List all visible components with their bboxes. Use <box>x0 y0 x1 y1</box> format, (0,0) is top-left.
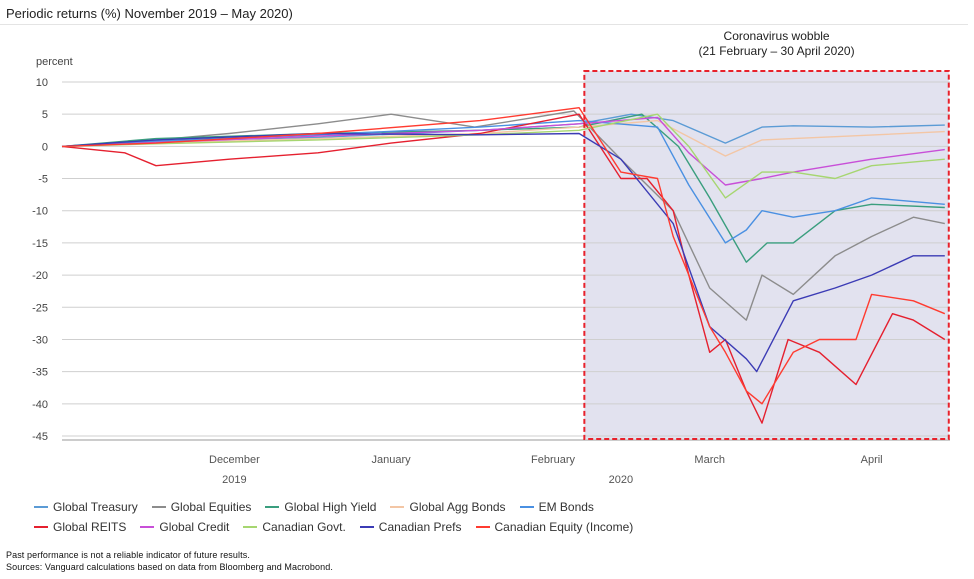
y-tick-label: -5 <box>38 174 48 186</box>
legend-item: Canadian Govt. <box>243 520 346 534</box>
legend-label: Global Credit <box>159 520 230 534</box>
legend-swatch <box>390 506 405 508</box>
legend-row: Global REITS Global Credit Canadian Govt. C… <box>34 517 774 537</box>
legend-swatch <box>265 506 280 508</box>
y-tick-label: -20 <box>32 270 48 282</box>
legend-swatch <box>34 506 48 508</box>
x-tick-label: April <box>861 454 883 466</box>
chart-legend: Global Treasury Global Equities Global Hig… <box>34 497 774 537</box>
series-line <box>61 107 946 405</box>
legend-label: Global Equities <box>170 500 252 514</box>
legend-item: EM Bonds <box>519 500 594 514</box>
y-tick-label: -40 <box>32 399 48 411</box>
y-tick-label: -45 <box>32 431 48 443</box>
legend-label: Global Agg Bonds <box>409 500 506 514</box>
legend-item: Global Treasury <box>34 500 138 514</box>
legend-label: Global High Yield <box>284 500 377 514</box>
series-line <box>61 113 946 424</box>
legend-label: Global REITS <box>53 520 127 534</box>
legend-label: Canadian Govt. <box>262 520 346 534</box>
y-tick-label: -30 <box>32 334 48 346</box>
series-line <box>61 116 945 186</box>
annotation-border <box>583 70 950 440</box>
x-tick-label: February <box>531 454 576 466</box>
legend-item: Global Agg Bonds <box>390 500 506 514</box>
legend-swatch <box>151 506 166 508</box>
legend-swatch <box>34 526 48 528</box>
y-tick-label: 0 <box>42 141 48 153</box>
x-tick-label: January <box>372 454 412 466</box>
legend-label: Canadian Equity (Income) <box>494 520 634 534</box>
legend-label: EM Bonds <box>538 500 594 514</box>
y-tick-label: -25 <box>32 302 48 314</box>
legend-item: Canadian Prefs <box>359 520 462 534</box>
legend-item: Global Equities <box>151 500 252 514</box>
series-line <box>61 113 945 199</box>
legend-swatch <box>519 506 534 508</box>
legend-swatch <box>243 526 258 528</box>
x-tick-label: December <box>209 454 260 466</box>
legend-item: Global REITS <box>34 520 126 534</box>
legend-swatch <box>140 526 155 528</box>
legend-item: Global Credit <box>140 520 229 534</box>
y-tick-label: 10 <box>36 77 48 89</box>
y-axis-label: percent <box>36 56 73 68</box>
x-year-label: 2019 <box>222 474 246 486</box>
legend-swatch <box>475 526 490 528</box>
chart-title: Periodic returns (%) November 2019 – May… <box>6 6 293 21</box>
annotation-shade <box>584 71 949 439</box>
annotation-title: Coronavirus wobble <box>724 29 830 43</box>
line-chart: 10 5 0 -5 -10 -15 -20 -25 -30 -35 -40 -45 percent Dec… <box>32 29 950 486</box>
legend-item: Canadian Equity (Income) <box>475 520 634 534</box>
y-tick-label: -35 <box>32 367 48 379</box>
legend-label: Canadian Prefs <box>378 520 462 534</box>
y-tick-label: 5 <box>42 109 48 121</box>
sources-footnote: Sources: Vanguard calculations based on … <box>6 562 333 572</box>
y-tick-label: -15 <box>32 238 48 250</box>
legend-swatch <box>359 526 374 528</box>
legend-item: Global High Yield <box>265 500 376 514</box>
y-tick-label: -10 <box>32 206 48 218</box>
legend-label: Global Treasury <box>53 500 138 514</box>
legend-row: Global Treasury Global Equities Global Hig… <box>34 497 774 517</box>
disclaimer-footnote: Past performance is not a reliable indic… <box>6 550 250 560</box>
x-tick-label: March <box>694 454 725 466</box>
title-divider <box>0 24 968 25</box>
annotation-dates: (21 February – 30 April 2020) <box>699 44 855 58</box>
x-year-label: 2020 <box>609 474 633 486</box>
